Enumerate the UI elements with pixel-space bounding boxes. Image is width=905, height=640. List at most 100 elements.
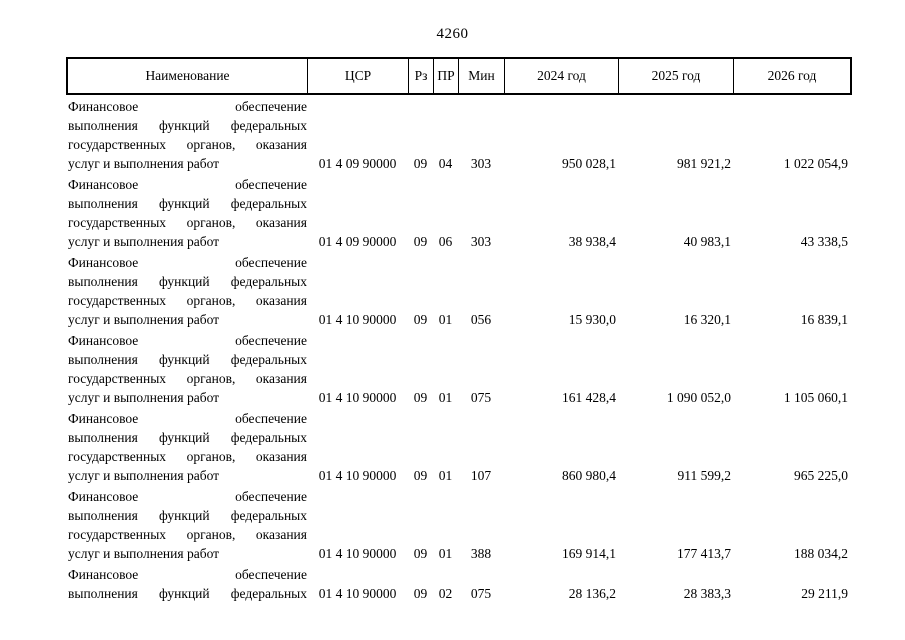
row-name-line: Финансовое обеспечение — [68, 177, 307, 192]
row-name-line: Финансовое обеспечение — [68, 489, 307, 504]
row-name-line: государственных органов, оказания — [68, 137, 307, 152]
row-rz-value: 09 — [413, 586, 428, 601]
row-pr-value: 01 — [438, 546, 453, 561]
row-rz-value: 09 — [413, 546, 428, 561]
row-name-line: услуг и выполнения работ — [68, 234, 220, 249]
row-name-cell: Финансовое обеспечение выполнения функций… — [68, 97, 307, 173]
row-2025-value: 911 599,2 — [677, 468, 732, 483]
row-name-line: услуг и выполнения работ — [68, 468, 220, 483]
row-min-value: 056 — [470, 312, 492, 327]
row-2024-value: 38 938,4 — [568, 234, 616, 249]
row-2024-value: 169 914,1 — [562, 546, 616, 561]
row-name-cell: Финансовое обеспечение выполнения функций… — [68, 487, 307, 563]
row-name-line: государственных органов, оказания — [68, 215, 307, 230]
row-name-line: Финансовое обеспечение — [68, 333, 307, 348]
row-2024-value: 860 980,4 — [562, 468, 616, 483]
row-2024-value: 950 028,1 — [562, 156, 616, 171]
row-csr-value: 01 4 10 90000 — [318, 390, 397, 405]
row-name-line: государственных органов, оказания — [68, 371, 307, 386]
row-2025-value: 28 383,3 — [683, 586, 731, 601]
row-pr-value: 01 — [438, 468, 453, 483]
row-2026-value: 43 338,5 — [800, 234, 848, 249]
row-2025-value: 16 320,1 — [683, 312, 731, 327]
row-min-value: 303 — [470, 156, 492, 171]
row-name-line: Финансовое обеспечение — [68, 255, 307, 270]
page-number: 4260 — [436, 26, 469, 42]
row-2025-value: 177 413,7 — [677, 546, 731, 561]
row-min-value: 303 — [470, 234, 492, 249]
row-name-line: услуг и выполнения работ — [68, 156, 220, 171]
row-2025-value: 1 090 052,0 — [666, 390, 731, 405]
row-csr-value: 01 4 10 90000 — [318, 312, 397, 327]
row-pr-value: 04 — [438, 156, 453, 171]
table-row: Финансовое обеспечение выполнения функций… — [68, 331, 850, 407]
row-pr-value: 02 — [438, 586, 453, 601]
row-name-line: услуг и выполнения работ — [68, 390, 220, 405]
table-row: Финансовое обеспечение выполнения функций… — [68, 565, 850, 603]
row-2024-value: 28 136,2 — [568, 586, 616, 601]
row-name-line: Финансовое обеспечение — [68, 411, 307, 426]
row-pr-value: 01 — [438, 390, 453, 405]
row-pr-value: 01 — [438, 312, 453, 327]
row-2026-value: 188 034,2 — [794, 546, 848, 561]
row-name-line: Финансовое обеспечение — [68, 567, 307, 582]
row-csr-value: 01 4 10 90000 — [318, 468, 397, 483]
row-2026-value: 1 105 060,1 — [783, 390, 848, 405]
row-name-cell: Финансовое обеспечение выполнения функций… — [68, 253, 307, 329]
column-header-csr: ЦСР — [307, 59, 408, 93]
column-header-rz: Рз — [408, 59, 433, 93]
row-name-line: выполнения функций федеральных — [68, 430, 307, 445]
row-min-value: 075 — [470, 586, 492, 601]
row-name-line: выполнения функций федеральных — [68, 508, 307, 523]
row-name-line: выполнения функций федеральных — [68, 118, 307, 133]
row-2026-value: 16 839,1 — [800, 312, 848, 327]
row-rz-value: 09 — [413, 468, 428, 483]
row-2024-value: 161 428,4 — [562, 390, 616, 405]
row-name-line: выполнения функций федеральных — [68, 352, 307, 367]
row-2025-value: 40 983,1 — [683, 234, 731, 249]
row-name-line: государственных органов, оказания — [68, 293, 307, 308]
row-2026-value: 29 211,9 — [801, 586, 848, 601]
row-rz-value: 09 — [413, 156, 428, 171]
row-csr-value: 01 4 10 90000 — [318, 546, 397, 561]
row-name-cell: Финансовое обеспечение выполнения функций… — [68, 175, 307, 251]
row-2024-value: 15 930,0 — [568, 312, 616, 327]
table-body: Финансовое обеспечение выполнения функций… — [68, 97, 850, 603]
row-csr-value: 01 4 09 90000 — [318, 234, 397, 249]
row-rz-value: 09 — [413, 312, 428, 327]
row-name-line: услуг и выполнения работ — [68, 546, 220, 561]
row-name-cell: Финансовое обеспечение выполнения функций… — [68, 565, 307, 603]
table-row: Финансовое обеспечение выполнения функций… — [68, 175, 850, 251]
row-name-line: государственных органов, оказания — [68, 449, 307, 464]
column-header-2025: 2025 год — [618, 59, 733, 93]
row-name-cell: Финансовое обеспечение выполнения функций… — [68, 409, 307, 485]
row-rz-value: 09 — [413, 234, 428, 249]
row-min-value: 388 — [470, 546, 492, 561]
row-rz-value: 09 — [413, 390, 428, 405]
row-name-line: выполнения функций федеральных — [68, 196, 307, 211]
row-name-line: выполнения функций федеральных — [68, 274, 307, 289]
row-2026-value: 1 022 054,9 — [783, 156, 848, 171]
row-name-line: услуг и выполнения работ — [68, 312, 220, 327]
column-header-2024: 2024 год — [504, 59, 618, 93]
column-header-min: Мин — [458, 59, 504, 93]
table-row: Финансовое обеспечение выполнения функций… — [68, 253, 850, 329]
row-pr-value: 06 — [438, 234, 453, 249]
row-csr-value: 01 4 10 90000 — [318, 586, 397, 601]
table-row: Финансовое обеспечение выполнения функций… — [68, 487, 850, 563]
row-name-line: государственных органов, оказания — [68, 527, 307, 542]
row-csr-value: 01 4 09 90000 — [318, 156, 397, 171]
row-min-value: 075 — [470, 390, 492, 405]
column-header-2026: 2026 год — [733, 59, 850, 93]
column-header-pr: ПР — [433, 59, 458, 93]
table-row: Финансовое обеспечение выполнения функций… — [68, 409, 850, 485]
row-name-line: Финансовое обеспечение — [68, 99, 307, 114]
row-name-cell: Финансовое обеспечение выполнения функций… — [68, 331, 307, 407]
row-2026-value: 965 225,0 — [794, 468, 848, 483]
row-2025-value: 981 921,2 — [677, 156, 731, 171]
row-name-line: выполнения функций федеральных — [68, 586, 307, 601]
column-header-name: Наименование — [145, 68, 230, 83]
table-header-row: Наименование ЦСР Рз ПР Мин 2024 год 2025… — [66, 57, 852, 95]
row-min-value: 107 — [470, 468, 492, 483]
